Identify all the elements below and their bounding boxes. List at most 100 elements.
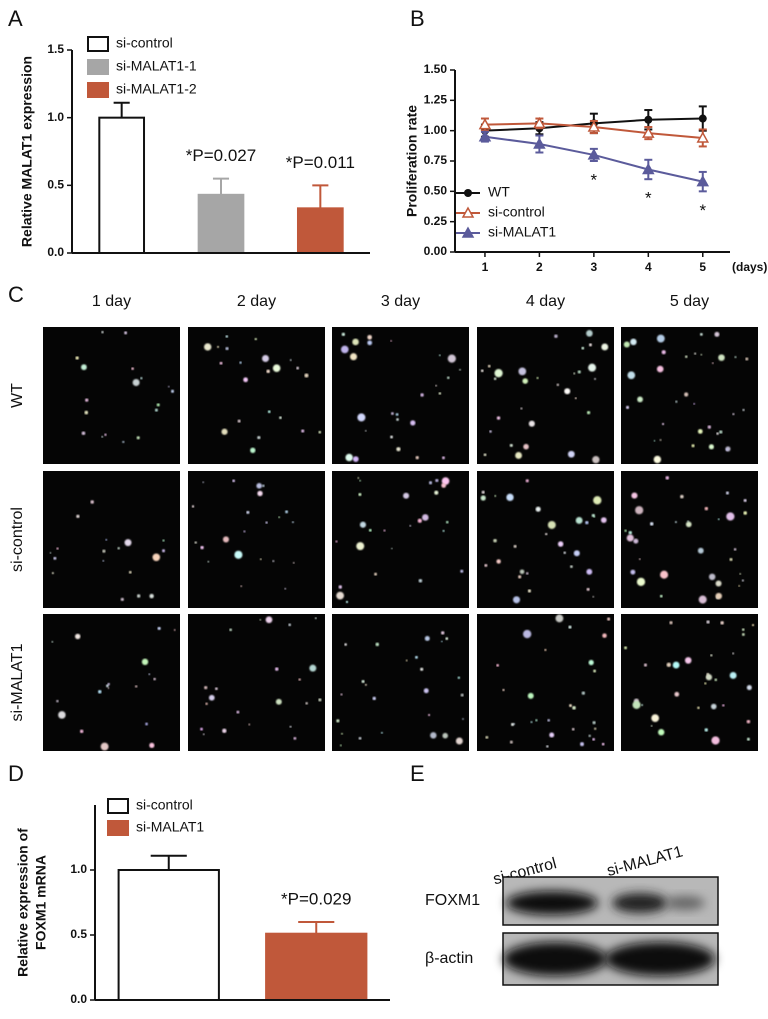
y-tick-label: 0.25 xyxy=(424,214,448,228)
cell xyxy=(136,436,140,440)
band xyxy=(665,896,705,910)
cell xyxy=(535,506,541,512)
micrograph xyxy=(621,471,758,608)
cell xyxy=(85,398,89,402)
cell xyxy=(383,529,386,532)
cell xyxy=(236,710,240,714)
cell xyxy=(204,685,208,690)
cell xyxy=(438,354,441,357)
cell xyxy=(262,354,269,362)
cell xyxy=(751,623,755,627)
cell xyxy=(359,521,367,528)
cell xyxy=(430,732,437,739)
image-background xyxy=(477,471,614,608)
blot xyxy=(502,876,719,926)
y-axis-label: Relative MALAT1 expression xyxy=(19,56,35,247)
micrograph xyxy=(43,471,180,608)
cell xyxy=(697,429,703,434)
cell xyxy=(279,416,282,419)
marker xyxy=(478,118,492,130)
cell xyxy=(358,736,362,740)
cell xyxy=(257,435,261,440)
micrograph xyxy=(188,327,325,464)
image-background xyxy=(477,327,614,464)
cell xyxy=(455,737,463,745)
cell xyxy=(570,565,573,568)
cell xyxy=(148,673,151,676)
cell xyxy=(494,369,503,378)
y-tick-label: 0.75 xyxy=(424,153,448,167)
cell xyxy=(289,725,292,728)
cell xyxy=(424,635,430,641)
cell xyxy=(592,738,595,741)
cell xyxy=(441,640,443,643)
cell xyxy=(102,549,106,553)
marker xyxy=(696,175,710,187)
error-bar xyxy=(150,854,187,870)
cell xyxy=(441,477,450,485)
cell xyxy=(246,510,250,514)
cell xyxy=(658,729,665,736)
cell xyxy=(420,393,424,397)
cell xyxy=(417,518,422,523)
cell xyxy=(106,684,109,688)
image-background xyxy=(332,614,469,751)
cell xyxy=(523,629,532,639)
cell xyxy=(706,620,710,624)
y-tick-label: 0.0 xyxy=(47,245,64,259)
cell xyxy=(345,600,349,604)
panel-label: D xyxy=(8,761,24,786)
bar xyxy=(265,932,368,1002)
cell xyxy=(364,430,367,432)
cell xyxy=(153,677,156,681)
cell xyxy=(525,572,529,575)
cell xyxy=(215,687,218,691)
cell xyxy=(607,617,611,621)
cell xyxy=(733,548,737,551)
protein-label: β-actin xyxy=(425,950,473,967)
cell xyxy=(293,736,297,740)
cell xyxy=(522,378,529,384)
cell xyxy=(423,688,429,694)
cell xyxy=(746,719,751,724)
cell xyxy=(132,379,140,387)
legend-swatch xyxy=(107,820,129,836)
cell xyxy=(573,550,580,557)
column-label: 3 day xyxy=(381,293,420,310)
cell xyxy=(669,621,673,625)
cell xyxy=(225,347,229,351)
cell xyxy=(697,547,704,554)
cell xyxy=(704,728,708,732)
cell xyxy=(56,547,59,550)
cell xyxy=(691,444,695,448)
cell xyxy=(422,514,429,521)
cell xyxy=(710,654,713,657)
y-axis-label: Proliferation rate xyxy=(404,105,420,217)
panel-label: B xyxy=(410,6,425,31)
cell xyxy=(593,669,596,673)
cell xyxy=(586,587,590,591)
cell xyxy=(410,420,416,426)
cell xyxy=(309,664,317,672)
micrograph xyxy=(43,327,180,464)
cell xyxy=(262,484,265,488)
annotation: *P=0.011 xyxy=(286,153,355,172)
error-bar xyxy=(113,101,130,118)
cell xyxy=(338,585,343,589)
cell xyxy=(527,589,532,593)
cell xyxy=(318,698,322,702)
cell xyxy=(588,659,594,666)
cell xyxy=(131,367,134,370)
cell xyxy=(722,704,725,707)
cell xyxy=(545,532,548,536)
cell xyxy=(675,400,678,403)
cell xyxy=(557,541,564,547)
legend-label: si-control xyxy=(488,204,545,220)
column-label: 5 day xyxy=(670,293,709,310)
cell xyxy=(51,572,54,575)
cell xyxy=(340,693,343,696)
legend-swatch xyxy=(107,798,129,814)
cell xyxy=(222,536,229,543)
cell xyxy=(601,343,609,351)
cell xyxy=(509,443,513,447)
